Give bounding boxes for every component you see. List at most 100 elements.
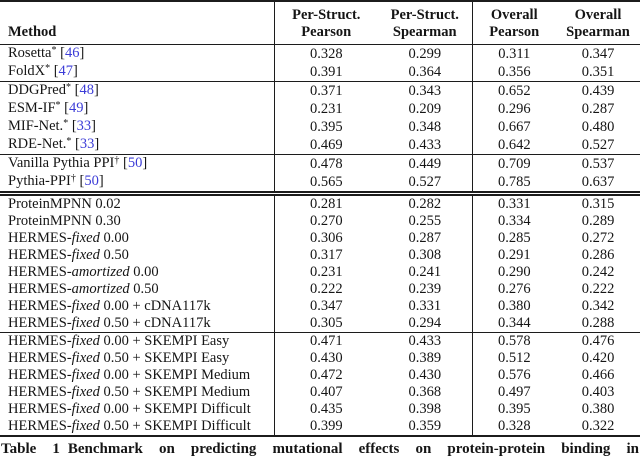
value-cell: 0.334 [471,213,556,230]
table-row: ProteinMPNN 0.30 0.270 0.255 0.334 0.289 [0,213,640,230]
method-cell: HERMES-fixed 0.00 + SKEMPI Easy [0,332,274,350]
citation-link[interactable]: [33] [75,136,100,152]
method-variant-italic: fixed [71,401,100,417]
value-cell: 0.709 [471,154,556,173]
value-cell: 0.395 [471,401,556,418]
citation-number[interactable]: 47 [58,63,74,79]
value-cell: 0.403 [581,384,615,400]
value-cell: 0.433 [378,332,472,350]
table-row: ESM-IF* [49] 0.231 0.209 0.296 0.287 [0,100,640,118]
method-superscript: * [55,100,61,111]
method-cell: MIF-Net.* [33] [0,118,274,136]
method-cell: Vanilla Pythia PPI† [50] [0,154,274,173]
value-cell: 0.315 [556,191,640,213]
value-cell: 0.480 [581,118,615,135]
value-cell: 0.348 [408,118,442,135]
caption-text: Benchmark on predicting mutational effec… [67,441,639,457]
citation-number[interactable]: 50 [127,155,143,171]
method-text: 0.00 + SKEMPI Easy [99,333,230,349]
value-cell: 0.294 [408,315,442,331]
value-cell: 0.286 [581,247,615,263]
value-cell: 0.351 [581,63,615,80]
method-text: HERMES- [8,281,72,297]
citation-number[interactable]: 49 [69,100,84,116]
value-cell: 0.299 [408,45,442,62]
table-row: Vanilla Pythia PPI† [50] 0.478 0.449 0.7… [0,154,640,173]
value-cell: 0.296 [471,100,556,118]
method-text: HERMES- [8,264,72,280]
citation-link[interactable]: [49] [64,100,89,116]
value-cell: 0.242 [581,264,615,280]
method-cell: FoldX* [47] [0,63,274,82]
benchmark-table: Method Per-Struct. Pearson Per-Struct. S… [0,0,640,437]
value-cell: 0.565 [273,173,378,194]
method-cell: HERMES-fixed 0.50 + SKEMPI Easy [0,350,274,367]
method-cell: HERMES-fixed 0.50 + SKEMPI Difficult [0,418,274,436]
table-row: HERMES-fixed 0.00 + SKEMPI Medium 0.472 … [0,367,640,384]
method-cell: HERMES-fixed 0.00 + SKEMPI Difficult [0,401,274,418]
value-cell: 0.285 [471,230,556,247]
citation-number[interactable]: 33 [76,118,92,134]
method-cell: ProteinMPNN 0.30 [0,213,274,230]
value-cell: 0.576 [471,367,556,384]
citation-link[interactable]: [50] [122,155,148,171]
value-cell: 0.359 [408,418,442,434]
value-cell: 0.317 [273,247,378,264]
value-cell: 0.399 [273,418,378,436]
method-text: HERMES- [8,350,72,366]
method-text: ProteinMPNN 0.02 [8,196,121,212]
citation-link[interactable]: [50] [79,173,104,189]
header-row: Method Per-Struct. Pearson Per-Struct. S… [0,1,640,45]
value-cell: 0.276 [471,281,556,298]
value-cell: 0.331 [408,298,442,314]
value-cell: 0.407 [273,384,378,401]
citation-link[interactable]: [48] [74,82,99,98]
method-cell: HERMES-fixed 0.50 + cDNA117k [0,315,274,333]
method-cell: HERMES-fixed 0.00 [0,230,274,247]
value-cell: 0.347 [273,298,378,315]
value-cell: 0.282 [378,191,472,213]
value-cell: 0.328 [273,44,378,63]
value-cell: 0.478 [273,154,378,173]
table-row: Pythia-PPI† [50] 0.565 0.527 0.785 0.637 [0,173,640,194]
citation-number[interactable]: 50 [84,173,99,189]
value-cell: 0.637 [581,173,615,190]
method-text: 0.00 [129,264,159,280]
value-cell: 0.371 [273,81,378,100]
value-cell: 0.231 [273,264,378,281]
citation-link[interactable]: [47] [53,63,78,79]
table-row: RDE-Net.* [33] 0.469 0.433 0.642 0.527 [0,136,640,155]
method-cell: HERMES-amortized 0.50 [0,281,274,298]
table-row: HERMES-fixed 0.00 + cDNA117k 0.347 0.331… [0,298,640,315]
table-row: HERMES-fixed 0.50 + SKEMPI Difficult 0.3… [0,418,640,436]
citation-number[interactable]: 46 [64,45,80,61]
value-cell: 0.380 [581,401,615,417]
method-text: 0.50 + cDNA117k [99,315,211,331]
method-superscript: * [66,82,71,93]
citation-number[interactable]: 48 [79,82,94,98]
method-text: 0.50 + SKEMPI Difficult [99,418,251,434]
value-cell: 0.290 [471,264,556,281]
value-cell: 0.439 [556,81,640,100]
citation-link[interactable]: [33] [71,118,96,134]
method-variant-italic: fixed [71,333,100,349]
value-cell: 0.469 [273,136,378,155]
method-cell: HERMES-amortized 0.00 [0,264,274,281]
value-cell: 0.430 [273,350,378,367]
value-cell: 0.306 [273,230,378,247]
value-cell: 0.476 [556,332,640,350]
method-text: HERMES- [8,384,72,400]
header-cell-per-struct-spearman: Per-Struct. Spearman [378,1,472,45]
header-cell-overall-pearson: Overall Pearson [471,1,556,45]
value-cell: 0.209 [408,100,442,117]
value-cell: 0.270 [273,213,378,230]
value-cell: 0.433 [408,136,442,153]
method-cell: HERMES-fixed 0.50 [0,247,274,264]
citation-link[interactable]: [46] [60,45,85,61]
value-cell: 0.241 [408,264,442,280]
value-cell: 0.497 [471,384,556,401]
value-cell: 0.311 [471,44,556,63]
citation-number[interactable]: 33 [79,136,95,152]
method-cell: HERMES-fixed 0.50 + SKEMPI Medium [0,384,274,401]
value-cell: 0.364 [408,63,442,80]
